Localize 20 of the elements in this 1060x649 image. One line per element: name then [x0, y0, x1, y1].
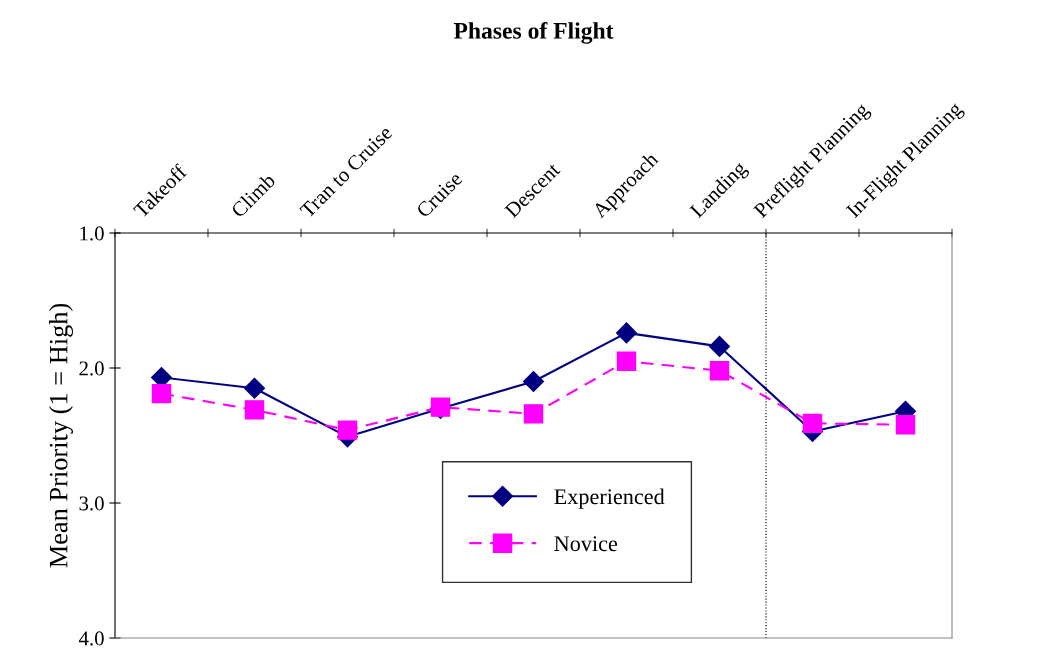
point	[151, 383, 172, 404]
y-tick-label: 1.0	[80, 226, 104, 241]
point	[802, 413, 823, 434]
point	[523, 404, 544, 424]
point	[615, 322, 638, 344]
point	[708, 335, 731, 357]
point	[522, 370, 545, 393]
y-tick-label: 3.0	[79, 496, 104, 511]
point	[244, 400, 265, 420]
point	[709, 360, 730, 381]
y-axis-title: Mean Priority (1 = High)	[48, 303, 73, 568]
point	[616, 351, 637, 371]
legend-label: Novice	[554, 536, 618, 552]
legend-label: Experienced	[554, 488, 665, 509]
point	[337, 420, 358, 440]
y-tick-label: 2.0	[79, 361, 104, 376]
point	[243, 377, 266, 399]
chart-title: Phases of Flight	[453, 21, 614, 44]
y-tick-label: 4.0	[78, 631, 104, 646]
point	[895, 414, 916, 435]
